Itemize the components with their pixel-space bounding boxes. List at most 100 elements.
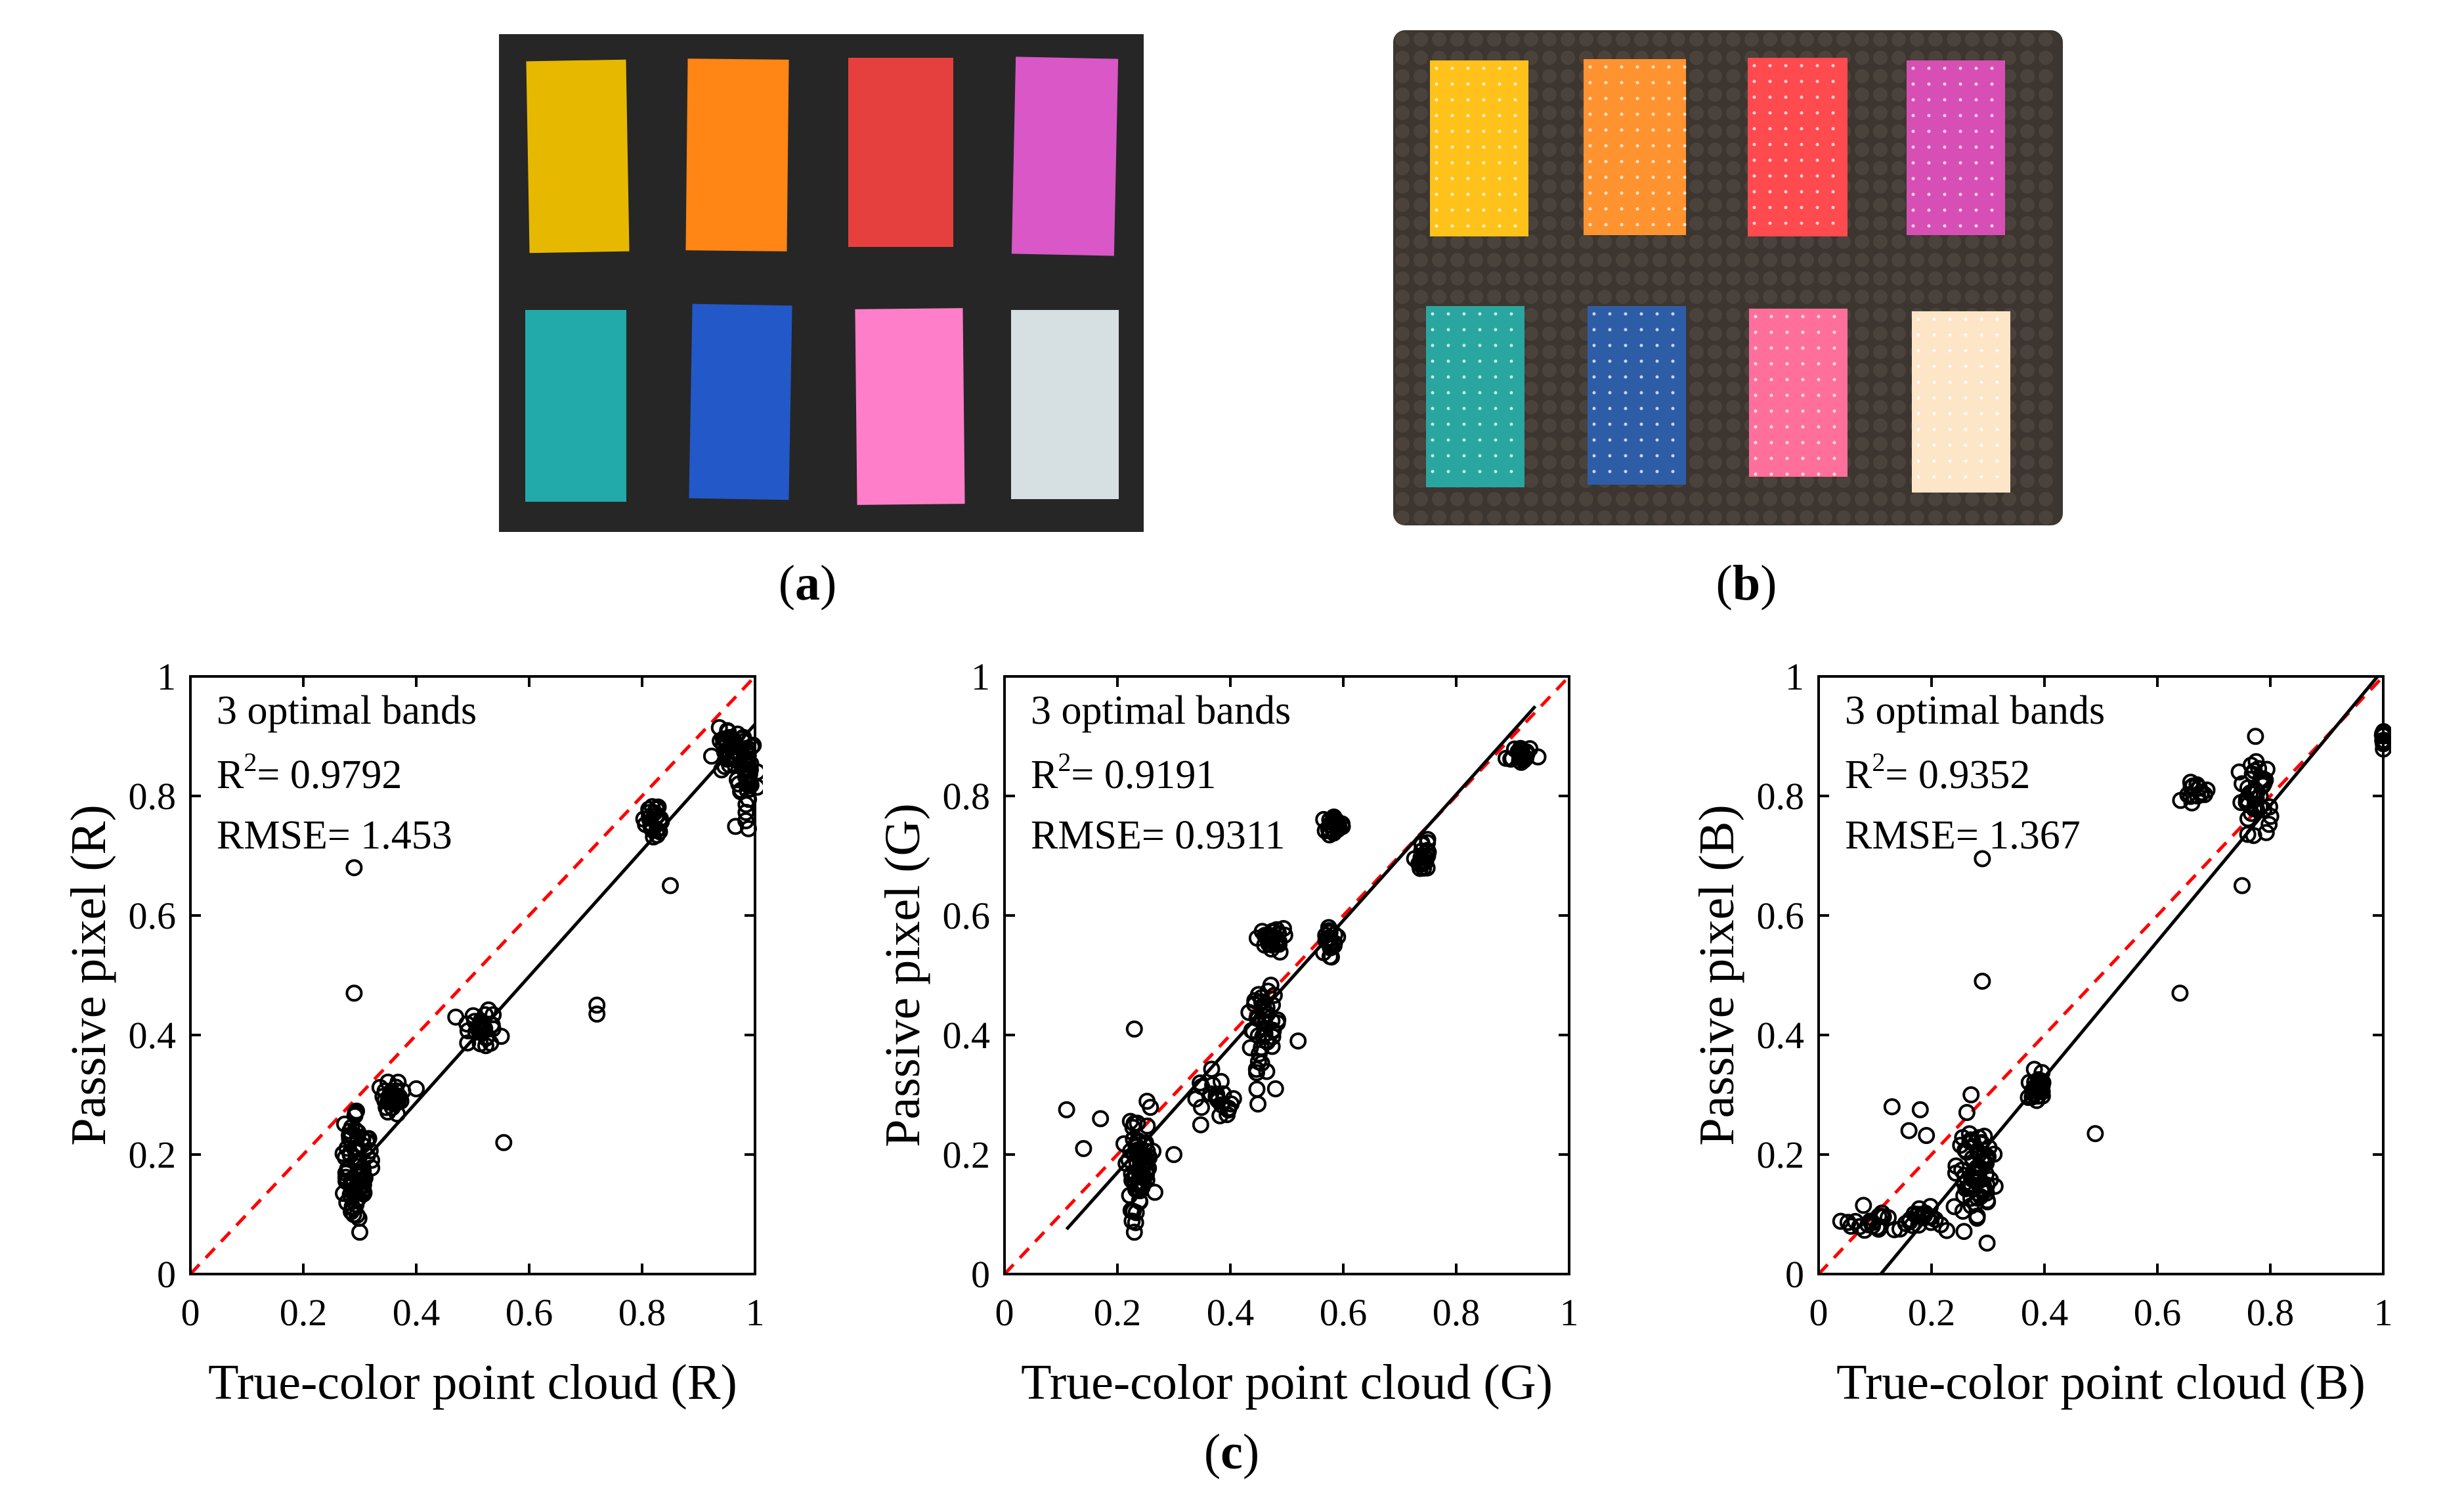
swatch-dot [1513, 98, 1517, 102]
grid-dot [1487, 510, 1502, 525]
grid-dot [1395, 308, 1410, 322]
swatch-dot [1431, 343, 1435, 347]
scatter-point [1266, 1080, 1284, 1097]
grid-dot [1855, 253, 1869, 267]
grid-dot [1689, 400, 1704, 414]
grid-dot [1873, 382, 1888, 396]
swatch-dot [1624, 470, 1628, 474]
swatch-dot [1466, 161, 1470, 165]
swatch-dot [1943, 82, 1947, 86]
swatch-dot [1785, 393, 1789, 397]
grid-dot [1469, 510, 1483, 525]
grid-dot [1689, 492, 1704, 506]
scatter-point [349, 1181, 367, 1199]
grid-dot [1395, 492, 1410, 506]
scatter-point [387, 1082, 405, 1099]
swatch-dot [1815, 190, 1819, 194]
grid-dot [1450, 271, 1465, 286]
grid-dot [2002, 290, 2016, 304]
swatch-dot [1608, 391, 1612, 395]
swatch-dot [1635, 65, 1639, 69]
scatter-point [1120, 1151, 1138, 1168]
grid-dot [1395, 124, 1410, 139]
swatch-a-orange [685, 58, 789, 252]
grid-dot [1414, 106, 1428, 120]
swatch-dot [1995, 396, 1999, 400]
scatter-point [1978, 1192, 1996, 1210]
swatch-dot [1990, 145, 1994, 149]
swatch-dot [1592, 407, 1596, 410]
swatch-dot [1639, 438, 1643, 442]
scatter-point [1974, 973, 1991, 990]
swatch-dot [1635, 175, 1639, 179]
x-tick-label: 0.6 [2134, 1291, 2182, 1334]
swatch-dot [1990, 98, 1994, 102]
swatch-dot [1671, 407, 1675, 410]
swatch-dot [1964, 428, 1968, 431]
grid-dot [2039, 234, 2053, 249]
grid-dot [1395, 510, 1410, 525]
swatch-dot [1466, 129, 1470, 133]
y-axis-label: Passive pixel (R) [61, 804, 116, 1145]
swatch-dot [1620, 128, 1624, 132]
scatter-point [1979, 1148, 1997, 1166]
grid-dot [1689, 87, 1704, 102]
swatch-dot [1943, 66, 1947, 70]
swatch-dot [1671, 343, 1675, 347]
scatter-point [1415, 859, 1433, 877]
swatch-dot [1974, 161, 1978, 165]
r2-label: R [1031, 753, 1058, 797]
scatter-point [1250, 1045, 1268, 1063]
grid-dot [1542, 418, 1557, 433]
grid-dot [1818, 234, 1832, 249]
swatch-b-dots-blue [1592, 312, 1675, 474]
swatch-dot [1995, 475, 1999, 479]
grid-dot [1432, 253, 1446, 267]
swatch-dot [1482, 208, 1486, 212]
grid-dot [1524, 418, 1538, 433]
swatch-dot [1635, 112, 1639, 116]
identity-line [1003, 675, 1570, 1275]
swatch-dot [1683, 175, 1687, 179]
grid-dot [1965, 510, 1979, 525]
swatch-dot [1635, 223, 1639, 227]
swatch-dot [1832, 456, 1836, 460]
grid-dot [1395, 271, 1410, 286]
grid-dot [1855, 455, 1869, 470]
grid-dot [1469, 234, 1483, 249]
grid-dot [1634, 234, 1649, 249]
y-tick-label: 1 [157, 655, 176, 698]
grid-dot [1414, 69, 1428, 83]
swatch-dot [1478, 470, 1482, 474]
grid-dot [1450, 492, 1465, 506]
swatch-dot [1509, 454, 1513, 458]
swatch-dot [1916, 412, 1920, 416]
grid-dot [1873, 216, 1888, 231]
swatch-dot [1498, 161, 1502, 165]
identity-line [1817, 675, 2385, 1275]
swatch-dot [1431, 328, 1435, 332]
swatch-dot [1752, 64, 1756, 68]
grid-dot [1965, 253, 1979, 267]
r2-superscript: 2 [1058, 747, 1071, 777]
swatch-dot [1655, 454, 1659, 458]
swatch-dot [1624, 375, 1628, 379]
grid-dot [1726, 308, 1740, 322]
grid-dot [1524, 492, 1538, 506]
grid-dot [1891, 106, 1906, 120]
scatter-point [1289, 1032, 1307, 1050]
swatch-dot [1620, 223, 1624, 227]
swatch-dot [1801, 378, 1805, 382]
swatch-dot [1943, 114, 1947, 118]
swatch-dot [1784, 190, 1788, 194]
grid-dot [1395, 400, 1410, 414]
swatch-dot [1450, 145, 1454, 149]
scatter-point [1968, 1162, 1986, 1180]
swatch-dot [1916, 317, 1920, 321]
annotation-bands: 3 optimal bands [217, 688, 477, 733]
swatch-b-dots-cream [1916, 317, 1999, 479]
swatch-dot [1478, 391, 1482, 395]
swatch-dot [1509, 391, 1513, 395]
swatch-dot [1435, 145, 1438, 149]
grid-dot [1891, 87, 1906, 102]
